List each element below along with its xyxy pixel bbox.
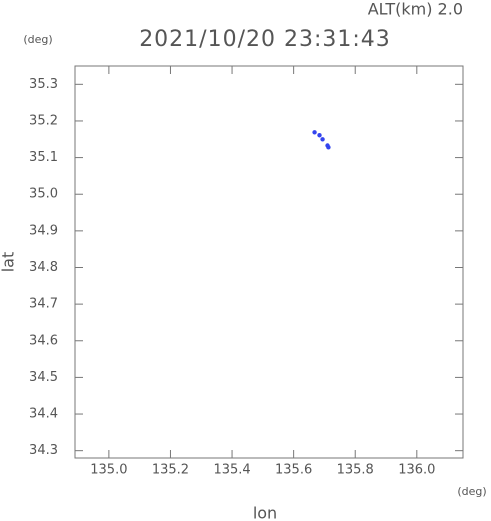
y-tick-label: 34.8 <box>29 260 58 275</box>
point <box>326 145 331 150</box>
plot-frame <box>74 65 464 459</box>
y-tick-label: 34.7 <box>29 297 58 312</box>
x-axis-label: lon <box>253 504 277 521</box>
y-tick-label: 35.1 <box>29 150 58 165</box>
y-tick-label: 34.3 <box>29 443 58 458</box>
y-tick-label: 34.6 <box>29 333 58 348</box>
y-axis-label: lat <box>0 252 18 273</box>
point <box>320 137 325 142</box>
x-tick-label: 136.0 <box>398 463 435 478</box>
x-tick-label: 135.0 <box>90 463 127 478</box>
point <box>317 133 322 138</box>
chart-subtitle: ALT(km) 2.0 <box>368 0 463 19</box>
y-tick-label: 34.4 <box>29 407 58 422</box>
point <box>312 130 317 135</box>
y-unit: (deg) <box>23 33 52 46</box>
y-tick-label: 34.9 <box>29 223 58 238</box>
y-tick-label: 35.0 <box>29 187 58 202</box>
x-tick-label: 135.6 <box>275 463 312 478</box>
chart-title: 2021/10/20 23:31:43 <box>139 27 391 52</box>
x-tick-label: 135.4 <box>213 463 250 478</box>
y-tick-label: 35.3 <box>29 77 58 92</box>
x-unit: (deg) <box>457 485 486 498</box>
y-tick-label: 35.2 <box>29 113 58 128</box>
x-tick-label: 135.2 <box>152 463 189 478</box>
y-tick-label: 34.5 <box>29 370 58 385</box>
x-tick-label: 135.8 <box>337 463 374 478</box>
